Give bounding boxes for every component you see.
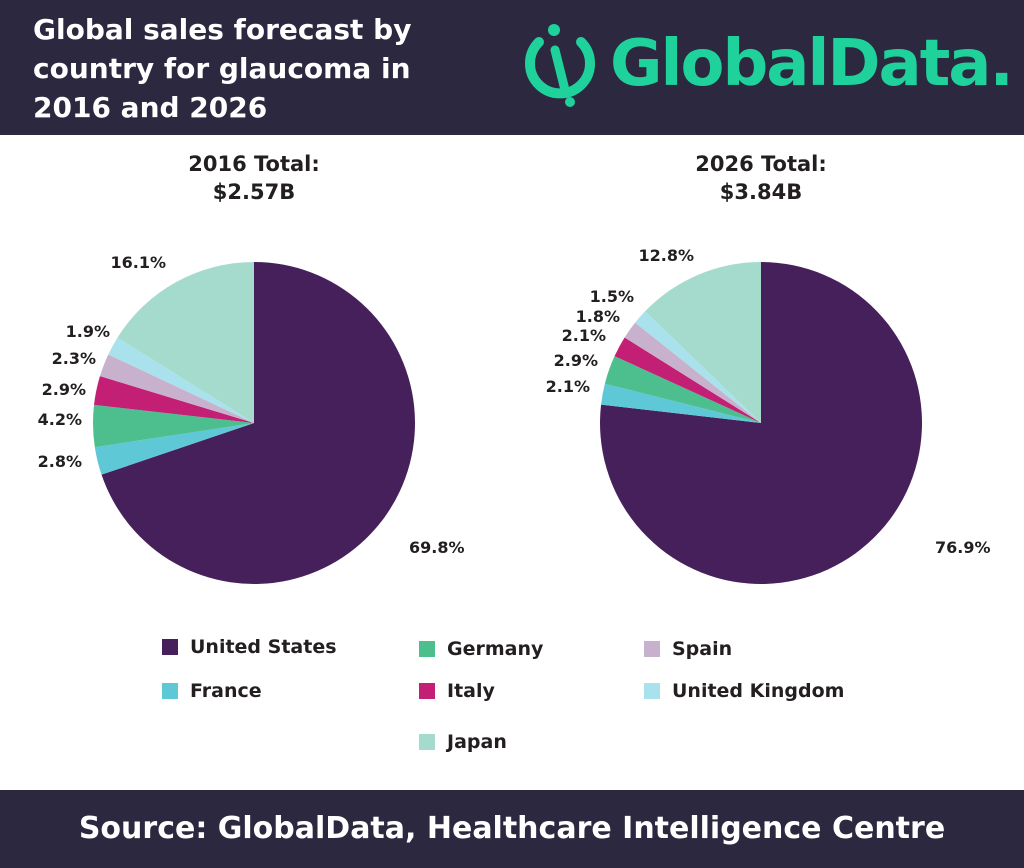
- legend-swatch-spain: [644, 641, 660, 657]
- legend-swatch-united-states: [162, 639, 178, 655]
- legend-label-italy: Italy: [447, 680, 495, 702]
- legend-item-italy: Italy: [419, 679, 495, 703]
- pie-2016-slice-spain: [99, 354, 254, 423]
- pie-2016-label-japan: 16.1%: [110, 253, 166, 272]
- legend-item-france: France: [162, 679, 262, 703]
- pie-2016-slice-japan: [117, 262, 255, 423]
- pie-2026-label-japan: 12.8%: [638, 246, 694, 265]
- pie-2016-label-france: 2.8%: [38, 452, 82, 471]
- pie-2016-title: 2016 Total: $2.57B: [104, 150, 404, 206]
- legend-swatch-germany: [419, 641, 435, 657]
- legend-item-united-states: United States: [162, 635, 337, 659]
- legend-swatch-japan: [419, 734, 435, 750]
- legend-swatch-france: [162, 683, 178, 699]
- pie-2026-label-france: 2.1%: [546, 377, 590, 396]
- pie-2016-slice-united-kingdom: [108, 337, 254, 423]
- pie-2026-title-line-1: 2026 Total:: [695, 152, 827, 176]
- pie-2016-label-united-states: 69.8%: [409, 538, 465, 557]
- logo-text: GlobalData.: [610, 27, 1014, 101]
- pie-2026-label-italy: 2.1%: [562, 326, 606, 345]
- legend-item-japan: Japan: [419, 730, 507, 754]
- legend-label-germany: Germany: [447, 638, 544, 660]
- pie-2016-slice-italy: [94, 376, 254, 423]
- pie-2016-slice-france: [94, 423, 254, 475]
- legend-item-germany: Germany: [419, 637, 543, 661]
- pie-2026-slice-spain: [624, 322, 761, 423]
- pie-2026-slice-united-kingdom: [635, 311, 761, 423]
- pie-2016-label-spain: 2.3%: [52, 349, 96, 368]
- legend-item-spain: Spain: [644, 637, 732, 661]
- pie-2016-title-line-1: 2016 Total:: [188, 152, 320, 176]
- pie-2026-label-united-states: 76.9%: [935, 538, 991, 557]
- pie-2016-label-germany: 4.2%: [38, 410, 82, 429]
- legend-label-united-states: United States: [190, 636, 337, 658]
- legend-swatch-italy: [419, 683, 435, 699]
- pie-2026-title-line-2: $3.84B: [719, 180, 803, 204]
- pie-2026-slice-france: [601, 383, 761, 423]
- pie-2016-label-italy: 2.9%: [42, 380, 86, 399]
- pie-2016-title-line-2: $2.57B: [212, 180, 296, 204]
- pie-2026-slice-germany: [604, 356, 761, 423]
- pie-2016-label-united-kingdom: 1.9%: [66, 322, 110, 341]
- legend-swatch-united-kingdom: [644, 683, 660, 699]
- pie-2026-title: 2026 Total: $3.84B: [611, 150, 911, 206]
- legend-label-japan: Japan: [447, 731, 507, 753]
- chart-title: Global sales forecast by country for gla…: [33, 10, 453, 127]
- source-footer: Source: GlobalData, Healthcare Intellige…: [0, 790, 1024, 868]
- legend-label-united-kingdom: United Kingdom: [672, 680, 845, 702]
- pie-2026-label-united-kingdom: 1.5%: [590, 287, 634, 306]
- title-line-2: country for glaucoma in: [33, 52, 411, 85]
- pie-2016-slice-germany: [93, 404, 254, 448]
- title-line-1: Global sales forecast by: [33, 13, 412, 46]
- globaldata-logo: GlobalData.: [512, 16, 1014, 107]
- pie-2026-slice-united-states: [600, 262, 923, 584]
- pie-2026-slice-italy: [614, 337, 761, 423]
- legend-label-france: France: [190, 680, 262, 702]
- pie-2026-slice-japan: [645, 262, 761, 423]
- legend-label-spain: Spain: [672, 638, 733, 660]
- legend-item-united-kingdom: United Kingdom: [644, 679, 844, 703]
- logo-mark-icon: [525, 24, 595, 107]
- pie-2026-label-spain: 1.8%: [576, 307, 620, 326]
- title-line-3: 2016 and 2026: [33, 91, 268, 124]
- pie-2016-slice-united-states: [101, 262, 416, 584]
- pie-2026-label-germany: 2.9%: [554, 351, 598, 370]
- header: Global sales forecast by country for gla…: [0, 0, 1024, 135]
